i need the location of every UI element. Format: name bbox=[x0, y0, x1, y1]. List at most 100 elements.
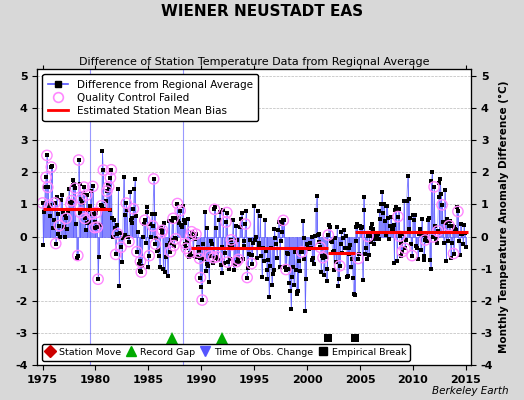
Point bbox=[157, 230, 166, 236]
Point bbox=[80, 184, 88, 190]
Point bbox=[232, 258, 241, 265]
Point bbox=[396, 233, 404, 240]
Point bbox=[171, 236, 180, 242]
Point bbox=[149, 176, 158, 182]
Point bbox=[77, 209, 85, 216]
Point bbox=[319, 254, 327, 261]
Point bbox=[176, 207, 184, 214]
Point bbox=[43, 152, 51, 158]
Point bbox=[429, 234, 438, 240]
Text: WIENER NEUSTADT EAS: WIENER NEUSTADT EAS bbox=[161, 4, 363, 19]
Point bbox=[97, 202, 106, 209]
Point bbox=[89, 183, 97, 190]
Point bbox=[166, 248, 174, 255]
Point bbox=[335, 263, 344, 269]
Point bbox=[93, 224, 101, 230]
Point bbox=[354, 255, 363, 262]
Point bbox=[125, 238, 133, 245]
Point bbox=[223, 209, 231, 216]
Point bbox=[187, 232, 195, 239]
Point bbox=[151, 241, 160, 247]
Point bbox=[99, 167, 107, 173]
Point bbox=[158, 227, 167, 234]
Point bbox=[192, 231, 200, 237]
Point bbox=[234, 256, 243, 262]
Point bbox=[206, 253, 214, 259]
Point bbox=[210, 206, 219, 212]
Point bbox=[133, 248, 141, 255]
Point bbox=[137, 269, 146, 275]
Point bbox=[228, 242, 236, 248]
Point bbox=[227, 237, 235, 243]
Point bbox=[42, 174, 50, 180]
Point bbox=[195, 255, 204, 262]
Point bbox=[94, 276, 102, 282]
Point bbox=[88, 210, 96, 217]
Point bbox=[282, 266, 290, 273]
Point bbox=[449, 250, 457, 257]
Point bbox=[298, 249, 306, 255]
Point bbox=[117, 244, 125, 250]
Point bbox=[213, 254, 221, 260]
Point bbox=[364, 233, 372, 240]
Point bbox=[194, 249, 203, 256]
Point bbox=[67, 201, 75, 208]
Point bbox=[224, 259, 232, 265]
Point bbox=[430, 184, 438, 190]
Point bbox=[445, 222, 453, 229]
Point bbox=[182, 245, 190, 252]
Point bbox=[38, 200, 47, 206]
Point bbox=[51, 240, 60, 247]
Point bbox=[77, 196, 85, 202]
Point bbox=[316, 244, 324, 250]
Point bbox=[198, 297, 206, 303]
Point bbox=[222, 219, 230, 225]
Point bbox=[104, 183, 113, 190]
Point bbox=[82, 192, 91, 198]
Point bbox=[107, 166, 115, 173]
Title: Difference of Station Temperature Data from Regional Average: Difference of Station Temperature Data f… bbox=[79, 57, 430, 67]
Point bbox=[51, 200, 59, 206]
Point bbox=[71, 185, 79, 192]
Point bbox=[73, 252, 82, 259]
Point bbox=[92, 209, 101, 216]
Point bbox=[113, 231, 122, 237]
Point bbox=[47, 164, 56, 170]
Point bbox=[408, 252, 416, 259]
Point bbox=[74, 157, 83, 163]
Point bbox=[43, 184, 52, 190]
Point bbox=[185, 250, 194, 256]
Y-axis label: Monthly Temperature Anomaly Difference (°C): Monthly Temperature Anomaly Difference (… bbox=[499, 81, 509, 354]
Point bbox=[136, 258, 145, 265]
Point bbox=[438, 202, 446, 208]
Point bbox=[394, 213, 402, 220]
Point bbox=[145, 252, 154, 259]
Point bbox=[173, 200, 182, 207]
Point bbox=[90, 224, 99, 231]
Point bbox=[279, 217, 288, 224]
Point bbox=[243, 274, 252, 281]
Point bbox=[46, 202, 54, 208]
Legend: Station Move, Record Gap, Time of Obs. Change, Empirical Break: Station Move, Record Gap, Time of Obs. C… bbox=[42, 344, 410, 360]
Point bbox=[196, 274, 204, 281]
Point bbox=[122, 200, 130, 206]
Point bbox=[68, 198, 76, 204]
Point bbox=[454, 208, 462, 215]
Point bbox=[169, 215, 177, 222]
Point bbox=[401, 245, 409, 252]
Point bbox=[181, 240, 190, 247]
Point bbox=[81, 215, 89, 222]
Point bbox=[433, 228, 442, 234]
Point bbox=[421, 237, 430, 243]
Point bbox=[241, 221, 249, 227]
Point bbox=[188, 228, 196, 235]
Point bbox=[398, 248, 407, 255]
Point bbox=[140, 217, 149, 224]
Point bbox=[129, 206, 137, 212]
Point bbox=[324, 232, 332, 238]
Point bbox=[149, 223, 157, 229]
Point bbox=[55, 222, 63, 229]
Text: Berkeley Earth: Berkeley Earth bbox=[432, 386, 508, 396]
Point bbox=[170, 242, 178, 249]
Point bbox=[210, 254, 218, 261]
